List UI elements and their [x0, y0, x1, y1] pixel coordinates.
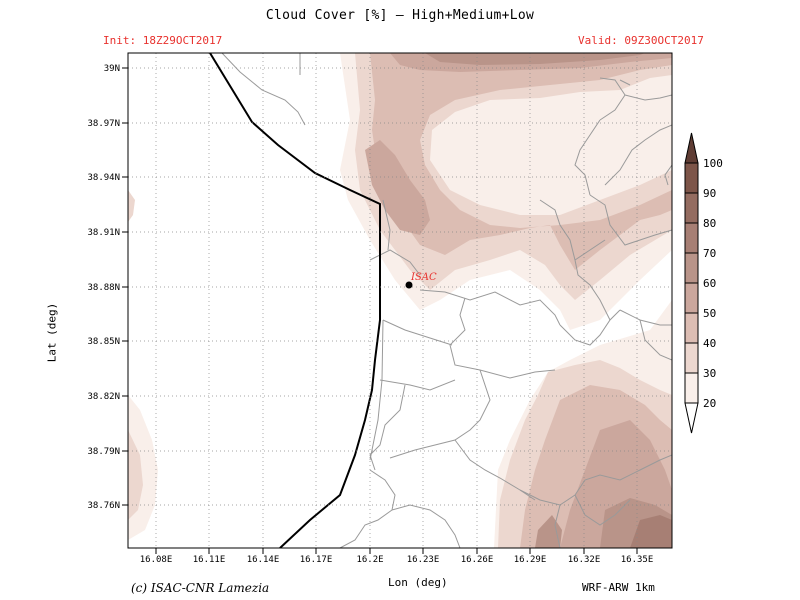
colorbar-swatch: [684, 162, 699, 194]
colorbar-level-label: 90: [703, 187, 716, 200]
colorbar-level-label: 80: [703, 217, 716, 230]
x-tick-label: 16.2E: [356, 555, 383, 565]
model-label: WRF-ARW 1km: [582, 581, 655, 594]
y-tick-labels: 39N 38.97N 38.94N 38.91N 38.88N 38.85N 3…: [87, 64, 120, 511]
y-tick-label: 38.91N: [87, 228, 120, 238]
colorbar-top-arrow: [684, 132, 699, 164]
x-tick-label: 16.26E: [461, 555, 494, 565]
colorbar-level-label: 30: [703, 367, 716, 380]
colorbar-level-label: 50: [703, 307, 716, 320]
x-tick-labels: 16.08E 16.11E 16.14E 16.17E 16.2E 16.23E…: [140, 555, 654, 565]
colorbar-swatch: [684, 342, 699, 374]
y-tick-label: 38.97N: [87, 119, 120, 129]
init-time: Init: 18Z29OCT2017: [103, 34, 223, 47]
colorbar-swatch: [684, 192, 699, 224]
colorbar-level-label: 60: [703, 277, 716, 290]
isac-location-marker: [405, 281, 413, 289]
colorbar-level-label: 20: [703, 397, 716, 410]
x-tick-label: 16.17E: [300, 555, 333, 565]
chart-title: Cloud Cover [%] — High+Medium+Low: [265, 8, 535, 23]
y-axis-label: Lat (deg): [45, 302, 59, 363]
credit-text: (c) ISAC-CNR Lamezia: [131, 581, 270, 595]
y-tick-label: 38.76N: [87, 501, 120, 511]
y-tick-label: 38.88N: [87, 283, 120, 293]
x-tick-label: 16.29E: [514, 555, 547, 565]
colorbar-swatch: [684, 222, 699, 254]
colorbar-bottom-arrow: [684, 402, 699, 434]
coastline: [209, 53, 381, 548]
colorbar: [684, 132, 699, 434]
isac-label: ISAC: [410, 272, 437, 283]
y-tick-label: 38.82N: [87, 392, 120, 402]
y-tick-label: 38.85N: [87, 337, 120, 347]
x-tick-label: 16.23E: [407, 555, 440, 565]
valid-time: Valid: 09Z30OCT2017: [578, 34, 704, 47]
x-tick-label: 16.14E: [247, 555, 280, 565]
x-tick-label: 16.32E: [568, 555, 601, 565]
colorbar-level-label: 40: [703, 337, 716, 350]
y-tick-label: 38.94N: [87, 173, 120, 183]
colorbar-level-label: 70: [703, 247, 716, 260]
colorbar-swatch: [684, 282, 699, 314]
cloud-cover-field: [128, 53, 672, 548]
x-tick-label: 16.35E: [621, 555, 654, 565]
colorbar-swatch: [684, 372, 699, 404]
y-tick-label: 38.79N: [87, 447, 120, 457]
colorbar-swatch: [684, 252, 699, 284]
x-tick-label: 16.11E: [193, 555, 226, 565]
x-tick-label: 16.08E: [140, 555, 173, 565]
plot-frame: [127, 52, 673, 549]
y-tick-label: 39N: [104, 64, 120, 74]
colorbar-level-label: 100: [703, 157, 723, 170]
colorbar-swatch: [684, 312, 699, 344]
x-axis-label: Lon (deg): [388, 576, 448, 589]
grid-lines: [128, 53, 672, 548]
